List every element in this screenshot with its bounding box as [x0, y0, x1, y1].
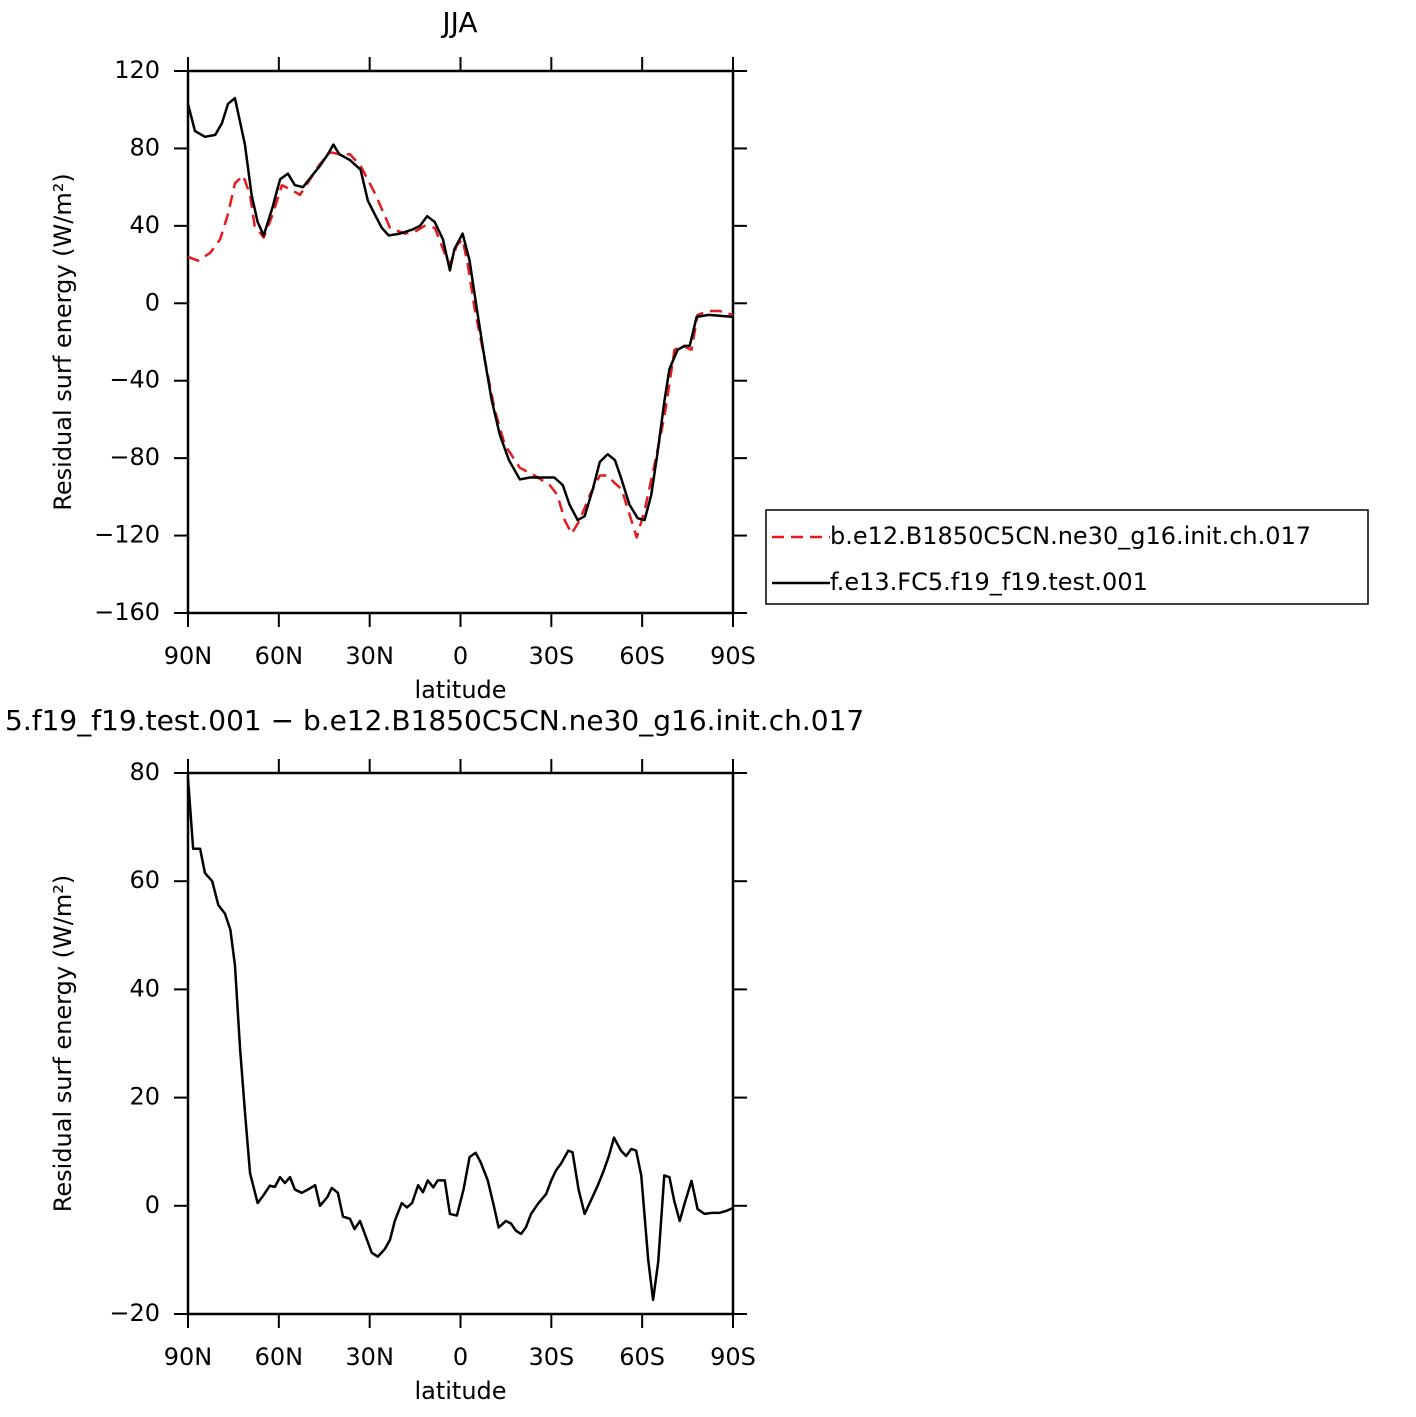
y-tick-label: 120 — [114, 56, 160, 84]
x-tick-label: 60N — [255, 642, 304, 670]
data-line — [186, 96, 734, 522]
chart-title: JJA — [440, 6, 477, 39]
y-tick-label: −20 — [109, 1299, 160, 1327]
legend-label: f.e13.FC5.f19_f19.test.001 — [830, 568, 1148, 596]
x-tick-label: 0 — [453, 1343, 468, 1371]
y-tick-label: 80 — [129, 133, 160, 161]
x-tick-label: 30N — [345, 642, 394, 670]
y-tick-label: 40 — [129, 211, 160, 239]
x-axis-label: latitude — [414, 676, 506, 704]
y-axis-label: Residual surf energy (W/m²) — [49, 875, 77, 1212]
x-tick-label: 0 — [453, 642, 468, 670]
x-tick-label: 90S — [710, 642, 756, 670]
x-tick-label: 90S — [710, 1343, 756, 1371]
y-tick-label: 20 — [129, 1083, 160, 1111]
y-tick-label: −160 — [94, 598, 160, 626]
y-tick-label: 0 — [145, 1191, 160, 1219]
y-tick-label: 40 — [129, 974, 160, 1002]
x-tick-label: 90N — [164, 642, 213, 670]
x-tick-label: 60S — [619, 642, 665, 670]
plot-frame — [186, 69, 735, 615]
x-axis-label: latitude — [414, 1377, 506, 1405]
chart-title: 5.f19_f19.test.001 − b.e12.B1850C5CN.ne3… — [5, 704, 864, 737]
x-tick-label: 90N — [164, 1343, 213, 1371]
y-axis-label: Residual surf energy (W/m²) — [49, 173, 77, 510]
x-tick-label: 60N — [255, 1343, 304, 1371]
x-tick-label: 30S — [528, 1343, 574, 1371]
x-tick-label: 60S — [619, 1343, 665, 1371]
y-tick-label: 60 — [129, 866, 160, 894]
y-tick-label: −40 — [109, 366, 160, 394]
data-line — [187, 151, 734, 539]
y-tick-label: −120 — [94, 521, 160, 549]
y-tick-label: 80 — [129, 758, 160, 786]
y-tick-label: −80 — [109, 443, 160, 471]
data-line — [186, 778, 734, 1302]
plot-frame — [186, 771, 735, 1316]
legend-label: b.e12.B1850C5CN.ne30_g16.init.ch.017 — [830, 522, 1311, 550]
x-tick-label: 30N — [345, 1343, 394, 1371]
x-tick-label: 30S — [528, 642, 574, 670]
legend-box — [765, 509, 1369, 605]
y-tick-label: 0 — [145, 288, 160, 316]
